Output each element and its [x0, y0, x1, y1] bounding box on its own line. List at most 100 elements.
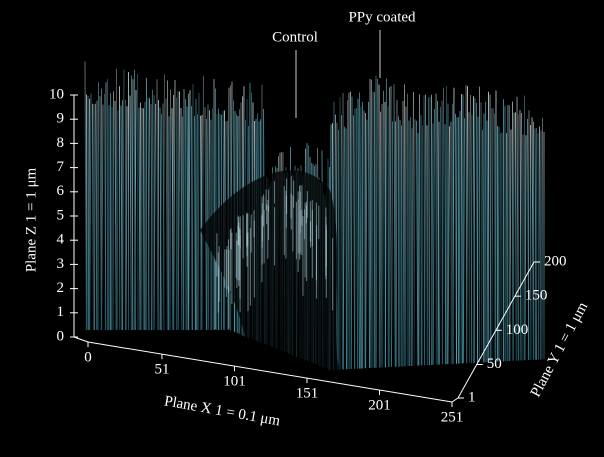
surface-strand [357, 98, 360, 369]
surface-strand [116, 110, 119, 331]
surface-strand [540, 130, 543, 360]
surface-strand [93, 104, 96, 331]
surface-strand [480, 102, 483, 363]
surface-strand [180, 108, 183, 331]
surface-strand [380, 104, 383, 368]
surface-strand [519, 113, 522, 361]
z-tick-label: 7 [57, 159, 65, 175]
surface-strand [156, 79, 159, 331]
x-axis [87, 341, 453, 403]
surface-strand [402, 101, 405, 367]
surface-strand [125, 106, 128, 331]
surface-strand [452, 87, 455, 364]
surface-strand [431, 123, 434, 365]
surface-strand [512, 112, 515, 361]
surface-strand [535, 127, 537, 360]
surface-strand [489, 108, 492, 362]
surface-strand [375, 78, 378, 368]
annotation: PPy coated [348, 9, 416, 25]
surface-strand [411, 91, 414, 366]
surface-strand [177, 91, 180, 331]
surface-strand [506, 104, 509, 362]
surface-strand [365, 119, 368, 369]
surface-strand [470, 95, 473, 363]
surface-strand [482, 129, 485, 363]
surface-strand [191, 106, 193, 331]
z-tick-label: 5 [57, 207, 65, 223]
z-tick-label: 1 [57, 304, 65, 320]
surface-strand [531, 117, 534, 360]
surface-strand [341, 115, 343, 370]
surface-strand [137, 73, 139, 331]
surface-strand [524, 135, 527, 361]
surface-strand [497, 126, 500, 362]
y-tick-label: 200 [544, 253, 567, 269]
x-tick-label: 51 [154, 362, 169, 378]
surface-strand [129, 95, 132, 331]
surface-strand [494, 113, 496, 362]
surface-strand [153, 103, 156, 331]
surface-strand [417, 133, 420, 366]
surface-strand [176, 91, 179, 331]
surface-strand [387, 87, 390, 368]
surface-strand [486, 120, 489, 363]
surface-strand [349, 91, 351, 369]
axis-join [451, 397, 459, 403]
surface-strand [200, 115, 203, 331]
surface-strand [88, 98, 90, 331]
surface-strand [167, 80, 169, 331]
surface-strand [368, 101, 371, 369]
surface-strand [196, 114, 198, 331]
surface-strand [171, 95, 174, 331]
surface-strand [350, 96, 353, 369]
y-tick-label: 50 [487, 356, 502, 372]
surface-strand [516, 96, 519, 361]
annotation: Control [272, 29, 318, 45]
surface-strand [173, 79, 176, 331]
z-axis-label: Plane Z 1 = 1 μm [23, 167, 39, 272]
surface-strand [89, 93, 92, 331]
surface-strand [447, 126, 450, 365]
surface-strand [428, 96, 431, 366]
surface-strand [197, 92, 200, 331]
z-tick-label: 8 [57, 135, 65, 151]
surface-strand [413, 119, 416, 366]
x-tick-label: 0 [84, 349, 92, 365]
surface-strand [462, 118, 465, 364]
surface-strand [491, 108, 494, 362]
surface-strand [97, 82, 99, 331]
z-tick-label: 10 [49, 86, 64, 102]
surface-strand [369, 78, 372, 369]
surface-strand [101, 104, 104, 331]
x-tick-label: 251 [441, 409, 464, 425]
x-tick-label: 101 [223, 374, 246, 390]
surface-strand [371, 91, 374, 368]
axis-join [73, 336, 89, 343]
surface-strand [437, 121, 440, 365]
z-tick-label: 0 [57, 328, 65, 344]
y-tick-label: 150 [525, 288, 548, 304]
surface-strand [539, 126, 541, 360]
surface-strand [186, 106, 189, 331]
surface-strand [188, 90, 191, 331]
surface-strand [356, 108, 359, 369]
surface-strand [424, 94, 426, 366]
axes [70, 94, 540, 407]
surface-strand [442, 87, 444, 365]
surface-strand [122, 69, 125, 331]
surface-strand [134, 90, 137, 331]
surface-strand [470, 114, 473, 363]
surface-strand [84, 61, 87, 331]
z-tick-label: 2 [57, 280, 65, 296]
surface-strand [455, 117, 458, 364]
surface-strand [191, 83, 194, 331]
surface-strand [489, 94, 492, 363]
surface-strand [214, 88, 216, 331]
surface-strand [393, 84, 396, 367]
surface-strand [99, 96, 102, 331]
surface-strand [527, 110, 530, 361]
surface-strand [206, 104, 209, 331]
surface-strand [165, 98, 168, 331]
